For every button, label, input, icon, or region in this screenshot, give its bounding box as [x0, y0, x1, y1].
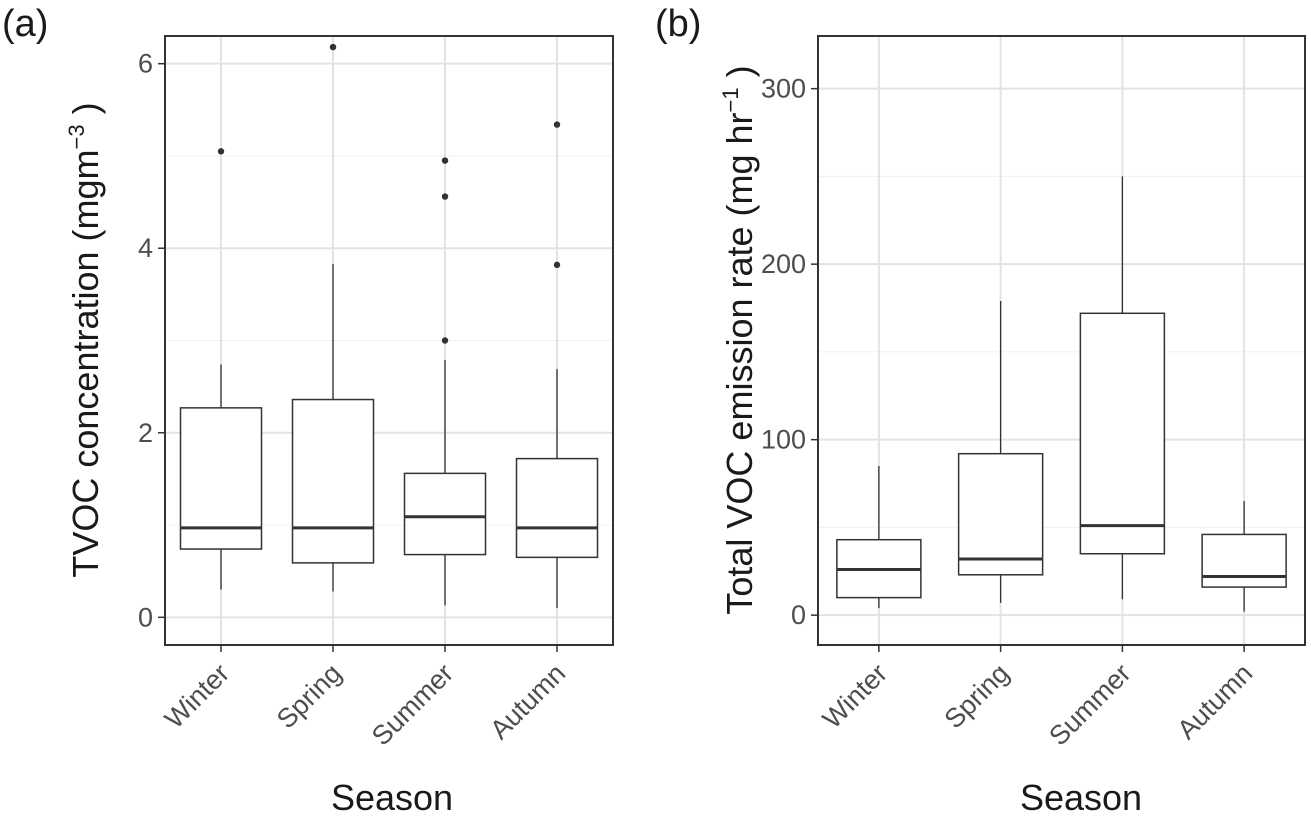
panel-a-border — [164, 35, 614, 646]
panel-a-x-tick-label-autumn: Autumn — [484, 658, 571, 745]
panel-b: (b) Total VOC emission rate (mg hr−1) Se… — [655, 3, 1306, 816]
panel-b-y-axis-label-sup: −1 — [718, 87, 743, 112]
panel-a: (a) TVOC concentration (mgm−3) Season 0 2… — [2, 3, 614, 816]
panel-a-plot-area: 0 2 4 6 Winter Spring Summer Autumn — [138, 35, 614, 751]
panel-a-outlier-summer — [441, 337, 449, 344]
panel-a-box-winter — [179, 407, 263, 550]
panel-a-y-axis-label: TVOC concentration (mgm−3) — [64, 102, 106, 577]
panel-b-y-axis-label-close: ) — [719, 65, 760, 77]
panel-b-box-autumn — [1201, 533, 1287, 588]
panel-a-outlier-summer — [441, 193, 449, 200]
panel-b-y-tick-label: 200 — [761, 249, 806, 279]
panel-a-y-tick-label: 2 — [138, 418, 153, 448]
panel-a-outlier-autumn — [553, 121, 561, 128]
panel-b-x-tick-label-winter: Winter — [817, 658, 893, 734]
panel-b-x-tick-label-spring: Spring — [938, 658, 1014, 734]
panel-a-outlier-spring — [329, 43, 337, 51]
panel-a-y-axis-label-close: ) — [65, 102, 106, 114]
panel-b-box-summer — [1079, 312, 1166, 555]
panel-a-y-axis-label-sup: −3 — [64, 124, 89, 149]
panel-b-y-axis-label-main: Total VOC emission rate (mg hr — [719, 112, 760, 614]
panel-b-x-axis-label: Season — [1020, 777, 1142, 816]
panel-b-tag: (b) — [655, 3, 701, 45]
panel-a-y-tick-label: 6 — [138, 49, 153, 79]
panel-b-plot-area: 0 100 200 300 Winter Spring Summer Autumn — [761, 35, 1306, 751]
panel-a-x-tick-label-spring: Spring — [271, 658, 347, 734]
panel-a-box-summer — [403, 472, 487, 556]
panel-a-box-spring — [291, 398, 375, 564]
panel-a-tag: (a) — [2, 3, 48, 45]
panel-a-x-axis-label: Season — [331, 777, 453, 816]
panel-b-x-tick-label-summer: Summer — [1043, 658, 1136, 751]
panel-a-outlier-summer — [441, 157, 449, 164]
panel-b-border — [817, 35, 1306, 646]
panel-b-y-tick-label: 300 — [761, 74, 806, 104]
panel-a-x-tick-label-winter: Winter — [159, 658, 235, 734]
panel-b-x-tick-label-autumn: Autumn — [1171, 658, 1258, 745]
panel-a-box-autumn — [515, 457, 599, 559]
panel-a-y-tick-label: 0 — [138, 602, 153, 632]
panel-b-y-tick-label: 0 — [791, 600, 806, 630]
panel-a-x-tick-label-summer: Summer — [366, 658, 459, 751]
panel-a-outlier-winter — [217, 148, 225, 155]
panel-b-box-spring — [957, 452, 1044, 576]
panel-b-y-axis-label: Total VOC emission rate (mg hr−1) — [718, 65, 760, 614]
panel-a-outlier-autumn — [553, 261, 561, 269]
panel-b-y-tick-label: 100 — [761, 425, 806, 455]
panel-a-y-axis-label-main: TVOC concentration (mgm — [65, 149, 106, 577]
panel-a-y-tick-label: 4 — [138, 233, 153, 263]
